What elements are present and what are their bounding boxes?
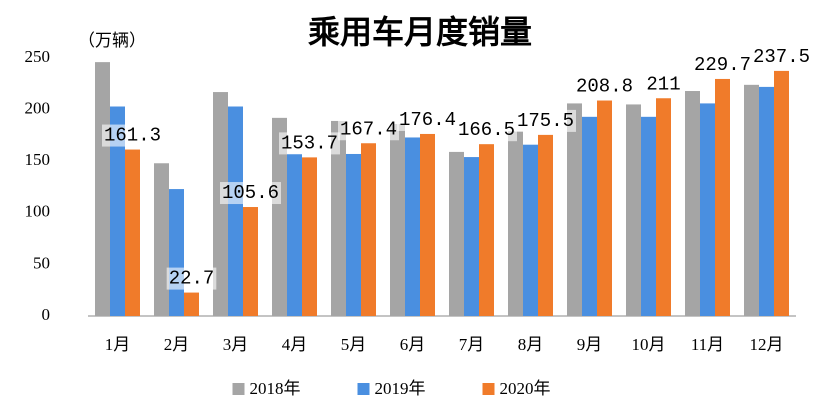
data-label-bg [644, 73, 683, 96]
bar [243, 207, 258, 316]
legend-label: 2018年 [250, 379, 301, 398]
bar [361, 143, 376, 316]
bar [331, 120, 346, 317]
data-label: 22.7 [169, 268, 215, 290]
data-label-bg [166, 267, 217, 290]
legend-swatch [357, 383, 370, 395]
y-tick-label: 250 [25, 47, 51, 66]
bar [774, 70, 789, 317]
data-label: 105.6 [222, 182, 279, 204]
bar [125, 149, 140, 316]
data-label: 237.5 [753, 46, 810, 68]
data-label: 166.5 [458, 119, 515, 141]
x-tick-label: 8月 [518, 335, 544, 354]
x-tick-label: 1月 [105, 335, 131, 354]
x-tick-label: 5月 [341, 335, 367, 354]
x-tick-label: 6月 [400, 335, 426, 354]
y-tick-label: 200 [25, 99, 51, 118]
bar [508, 131, 523, 316]
chart-title: 乘用车月度销量 [308, 13, 532, 51]
bar [464, 157, 479, 316]
legend-swatch [232, 383, 245, 395]
legend-label: 2019年 [375, 379, 426, 398]
x-tick-label: 4月 [282, 335, 308, 354]
bar [685, 91, 700, 316]
data-label: 167.4 [340, 118, 397, 140]
data-label: 176.4 [399, 109, 456, 131]
data-label-bg [278, 132, 341, 155]
data-label: 208.8 [576, 76, 633, 98]
x-tick-label: 2月 [164, 335, 190, 354]
data-label-bg [101, 124, 164, 147]
bar [759, 86, 774, 316]
data-label-bg [691, 53, 754, 76]
y-tick-label: 150 [25, 150, 51, 169]
x-tick-label: 12月 [750, 335, 784, 354]
bar [272, 117, 287, 316]
bar [346, 153, 361, 316]
bar [597, 100, 612, 316]
x-tick-label: 10月 [632, 335, 666, 354]
bar [110, 106, 125, 316]
data-label-bg [455, 119, 518, 142]
x-tick-label: 9月 [577, 335, 603, 354]
y-tick-label: 0 [42, 305, 51, 324]
legend-swatch [482, 383, 495, 395]
bar [390, 124, 405, 316]
bar [154, 163, 169, 316]
bar [479, 144, 494, 316]
data-label: 153.7 [281, 132, 338, 154]
bar [700, 103, 715, 317]
bar [538, 134, 553, 316]
data-label-bg [396, 108, 459, 131]
bar [656, 98, 671, 316]
bar [302, 157, 317, 316]
data-label: 211 [646, 73, 680, 95]
bar [523, 144, 538, 316]
data-label-bg [750, 45, 813, 68]
bar [95, 62, 110, 317]
x-tick-label: 7月 [459, 335, 485, 354]
data-label: 175.5 [517, 110, 574, 132]
bar [169, 189, 184, 316]
bar [641, 116, 656, 316]
data-label: 161.3 [104, 125, 161, 147]
x-tick-label: 3月 [223, 335, 249, 354]
y-tick-label: 100 [25, 202, 51, 221]
bar [567, 103, 582, 317]
data-label: 229.7 [694, 54, 751, 76]
data-label-bg [573, 75, 636, 98]
bar [582, 116, 597, 316]
data-label-bg [219, 182, 282, 205]
bar [715, 78, 730, 316]
bar [287, 153, 302, 316]
data-label-bg [337, 118, 400, 141]
bar [744, 84, 759, 316]
bar [405, 137, 420, 316]
y-axis-label: （万辆） [78, 31, 146, 50]
bar [228, 106, 243, 316]
bar [449, 151, 464, 316]
bar [626, 104, 641, 316]
bar [184, 292, 199, 316]
y-tick-label: 50 [33, 253, 50, 272]
bar [420, 133, 435, 316]
data-label-bg [514, 109, 577, 132]
x-tick-label: 11月 [691, 335, 724, 354]
legend-label: 2020年 [500, 379, 551, 398]
